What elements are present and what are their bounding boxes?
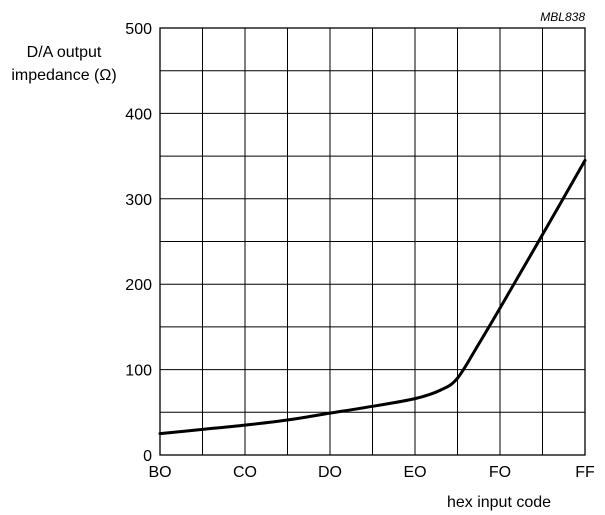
y-tick-label: 0 [143, 448, 152, 465]
x-axis-label: hex input code [447, 494, 551, 511]
y-tick-labels: 0 100 200 300 400 500 [125, 21, 152, 465]
x-tick-label: BO [148, 464, 171, 481]
x-tick-label: FF [575, 464, 595, 481]
impedance-curve [158, 158, 587, 436]
y-tick-label: 300 [125, 192, 152, 209]
x-tick-label: FO [489, 464, 511, 481]
y-tick-label: 100 [125, 363, 152, 380]
figure-reference: MBL838 [540, 10, 585, 24]
y-axis-label-line2: impedance (Ω) [11, 67, 116, 84]
series-curve [158, 158, 587, 436]
x-tick-labels: BO CO DO EO FO FF [148, 464, 595, 481]
x-tick-label: CO [233, 464, 257, 481]
grid [159, 27, 586, 456]
x-tick-label: EO [403, 464, 426, 481]
y-axis-label-line1: D/A output [27, 44, 102, 61]
y-tick-label: 200 [125, 277, 152, 294]
plot-frame [159, 27, 586, 456]
y-tick-label: 500 [125, 21, 152, 38]
x-tick-label: DO [318, 464, 342, 481]
y-tick-label: 400 [125, 106, 152, 123]
